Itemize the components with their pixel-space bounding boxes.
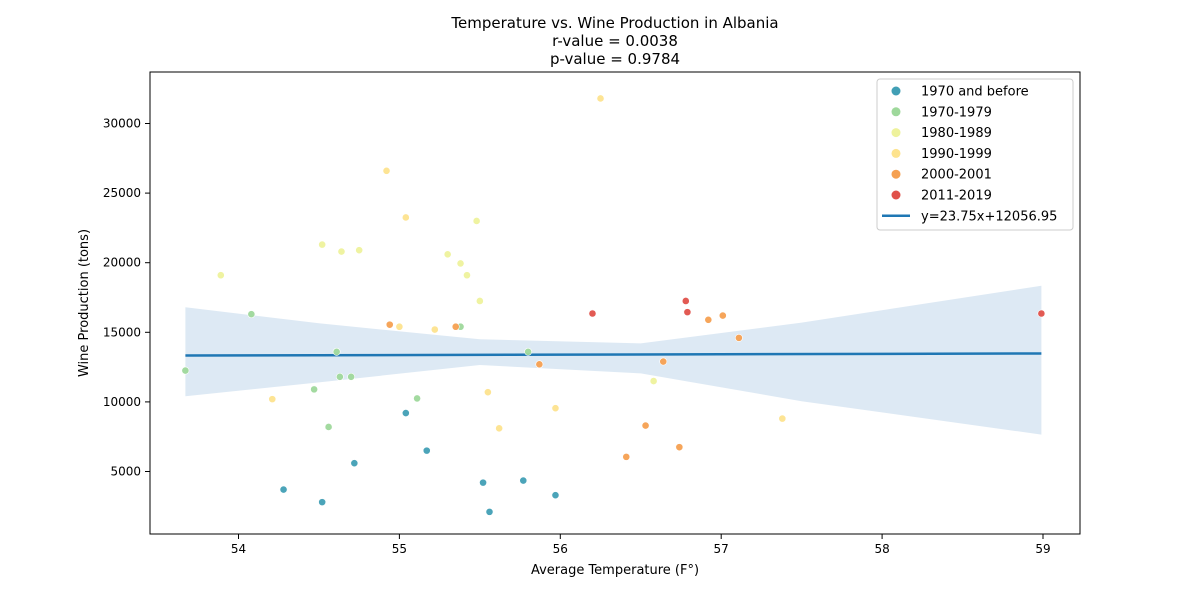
data-point xyxy=(318,498,327,507)
data-point xyxy=(479,478,487,487)
data-point xyxy=(355,246,364,255)
y-axis-label: Wine Production (tons) xyxy=(77,229,92,377)
data-point xyxy=(463,271,471,280)
legend: 1970 and before 1970-1979 1980-1989 1990-19… xyxy=(876,78,1074,231)
data-point xyxy=(551,404,560,413)
x-tick-label: 59 xyxy=(1035,542,1050,556)
title-block: Temperature vs. Wine Production in Alban… xyxy=(450,14,778,68)
data-point xyxy=(395,322,404,331)
data-point xyxy=(485,507,494,516)
data-point xyxy=(483,388,492,397)
data-point xyxy=(337,247,346,256)
legend-marker xyxy=(891,107,901,117)
data-point xyxy=(413,394,421,403)
data-point xyxy=(519,476,528,485)
data-point xyxy=(247,310,256,319)
legend-box xyxy=(876,78,1074,231)
regression-line xyxy=(185,352,1042,357)
data-point xyxy=(641,421,650,430)
y-axis-ticks: 5000 10000 15000 20000 25000 30000 xyxy=(103,117,150,478)
legend-label: y=23.75x+12056.95 xyxy=(921,209,1057,224)
y-tick-label: 20000 xyxy=(103,256,141,270)
data-point xyxy=(704,315,713,324)
data-point xyxy=(318,240,327,249)
data-point xyxy=(1037,309,1046,318)
legend-marker xyxy=(891,86,901,96)
chart-subtitle-r: r-value = 0.0038 xyxy=(552,32,678,50)
data-point xyxy=(681,297,690,305)
data-point xyxy=(310,385,319,394)
data-point xyxy=(551,491,560,500)
data-point xyxy=(401,409,410,417)
confidence-band-layer xyxy=(185,285,1042,435)
chart-subtitle-p: p-value = 0.9784 xyxy=(550,50,680,68)
y-tick-label: 30000 xyxy=(103,117,141,131)
data-point xyxy=(451,322,460,331)
data-point xyxy=(422,446,431,455)
legend-label: 2011-2019 xyxy=(921,189,992,204)
data-point xyxy=(347,372,356,381)
x-tick-label: 55 xyxy=(392,542,407,556)
x-tick-label: 56 xyxy=(553,542,568,556)
legend-marker xyxy=(891,128,901,138)
data-point xyxy=(216,271,225,280)
data-point xyxy=(718,311,727,320)
scatter-points-layer xyxy=(181,94,1046,516)
regression-line-layer xyxy=(185,352,1042,357)
data-point xyxy=(659,357,668,366)
confidence-band xyxy=(185,285,1042,435)
data-point xyxy=(475,297,484,305)
data-point xyxy=(279,485,288,494)
legend-marker xyxy=(891,169,901,179)
data-point xyxy=(268,395,277,404)
x-tick-label: 58 xyxy=(874,542,889,556)
data-point xyxy=(524,347,533,356)
data-point xyxy=(622,452,631,461)
data-point xyxy=(649,377,658,385)
data-point xyxy=(181,366,190,375)
legend-marker xyxy=(891,190,901,200)
data-point xyxy=(332,347,341,356)
data-point xyxy=(675,443,684,452)
data-point xyxy=(596,94,605,103)
data-point xyxy=(324,423,333,431)
chart-title: Temperature vs. Wine Production in Alban… xyxy=(450,14,778,32)
plot-frame xyxy=(149,71,1081,535)
data-point xyxy=(683,308,692,317)
data-point xyxy=(382,166,391,175)
legend-label: 1990-1999 xyxy=(921,147,992,162)
data-point xyxy=(495,424,504,433)
data-point xyxy=(535,360,544,369)
data-point xyxy=(385,320,394,329)
data-point xyxy=(430,325,439,334)
data-point xyxy=(734,333,743,342)
y-tick-label: 25000 xyxy=(103,186,141,200)
data-point xyxy=(350,459,359,468)
data-point xyxy=(472,217,481,225)
y-tick-label: 5000 xyxy=(110,464,141,478)
x-tick-label: 54 xyxy=(231,542,246,556)
data-point xyxy=(401,213,410,222)
x-tick-label: 57 xyxy=(714,542,729,556)
y-tick-label: 15000 xyxy=(103,325,141,339)
y-tick-label: 10000 xyxy=(103,395,141,409)
data-point xyxy=(443,250,452,259)
data-point xyxy=(588,309,597,318)
x-axis-ticks: 54 55 56 57 58 59 xyxy=(231,534,1051,556)
data-point xyxy=(335,372,344,381)
data-point xyxy=(456,259,465,268)
legend-label: 2000-2001 xyxy=(921,168,992,183)
legend-marker xyxy=(891,148,901,158)
legend-label: 1970 and before xyxy=(921,85,1029,100)
legend-label: 1980-1989 xyxy=(921,126,992,141)
legend-label: 1970-1979 xyxy=(921,105,992,120)
x-axis-label: Average Temperature (F°) xyxy=(531,563,699,578)
data-point xyxy=(778,414,787,423)
